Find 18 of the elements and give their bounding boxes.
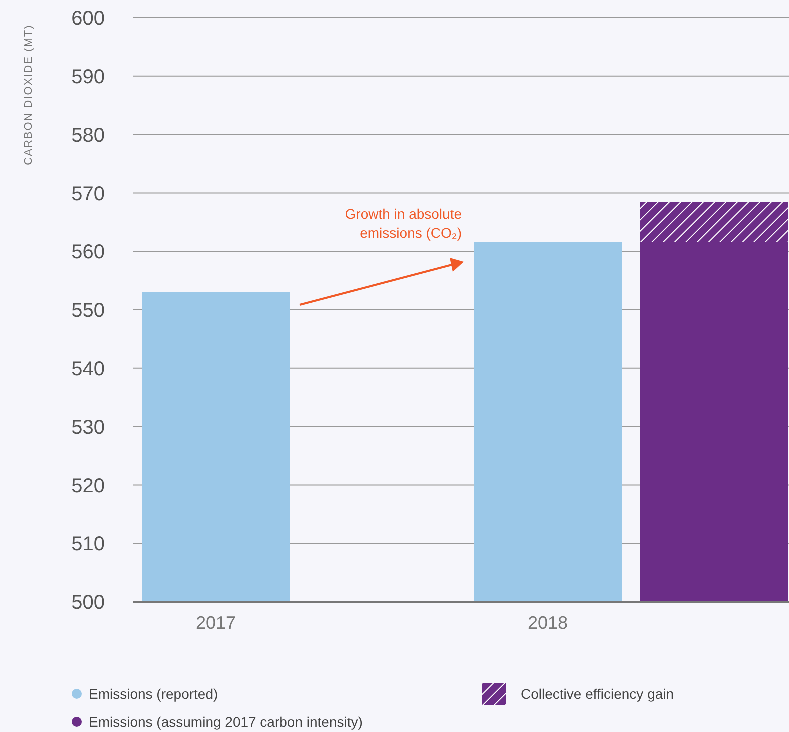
y-tick-label: 520 xyxy=(72,475,105,498)
y-tick-label: 570 xyxy=(72,183,105,206)
y-tick-label: 500 xyxy=(72,592,105,614)
y-tick-label: 550 xyxy=(72,300,105,322)
x-tick-label: 2018 xyxy=(528,612,568,633)
annotation: Growth in absolute emissions (CO₂) xyxy=(345,206,462,241)
legend-label: Emissions (assuming 2017 carbon intensity) xyxy=(89,714,363,730)
legend-label: Collective efficiency gain xyxy=(521,686,674,702)
x-tick-label: 2017 xyxy=(196,612,236,633)
y-tick-label: 540 xyxy=(72,358,105,380)
y-tick-label: 590 xyxy=(72,66,105,88)
y-tick-label: 530 xyxy=(72,416,105,439)
y-tick-label: 600 xyxy=(72,8,105,30)
legend-label: Emissions (reported) xyxy=(89,686,218,702)
y-tick-label: 510 xyxy=(72,534,105,556)
y-axis-title: CARBON DIOXIDE (MT) xyxy=(23,24,35,166)
y-tick-label: 560 xyxy=(72,242,105,264)
y-tick-label: 580 xyxy=(72,124,105,147)
